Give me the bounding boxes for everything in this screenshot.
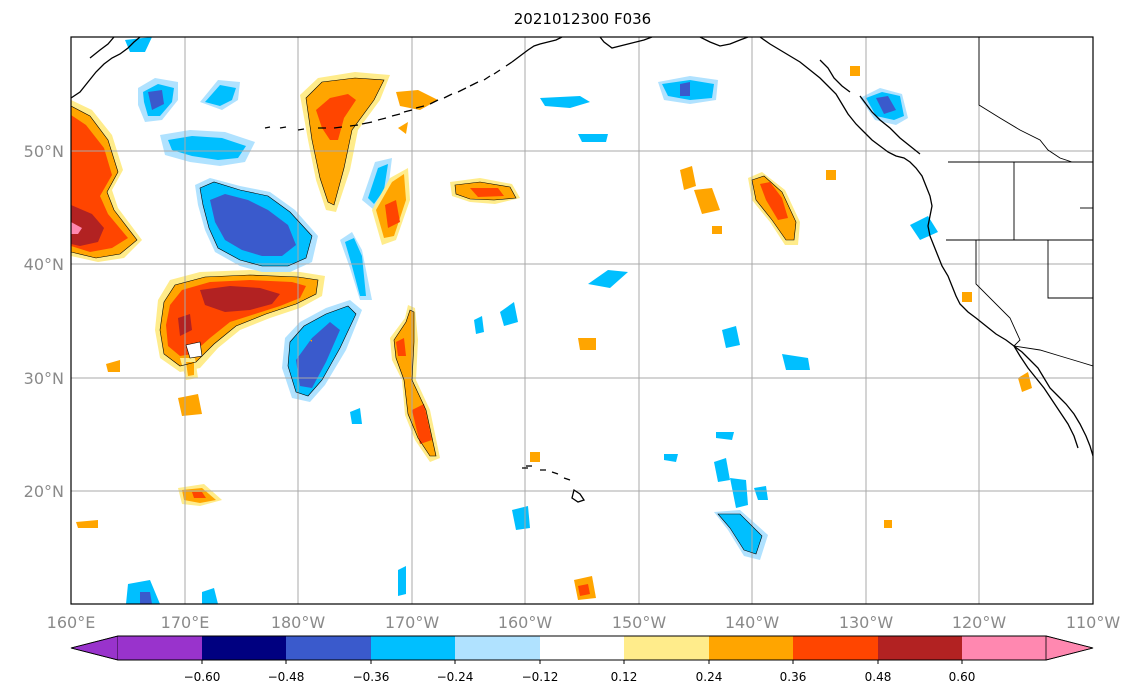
map-title: 2021012300 F036 [513, 10, 652, 28]
colorbar-label-neg036: −0.36 [353, 670, 390, 684]
colorbar-bin-5 [455, 636, 540, 660]
colorbar-bin-10 [878, 636, 962, 660]
cold-anomaly-aleutian [125, 37, 255, 166]
lat-label-40n: 40°N [24, 255, 64, 274]
lat-label-20n: 20°N [24, 482, 64, 501]
contour-lines [71, 77, 797, 555]
colorbar-bin-6 [540, 636, 624, 660]
colorbar-label-neg048: −0.48 [268, 670, 305, 684]
colorbar-outline [70, 635, 1094, 661]
colorbar-bin-3 [286, 636, 371, 660]
colorbar-label-pos036: 0.36 [780, 670, 807, 684]
colorbar-label-pos048: 0.48 [865, 670, 892, 684]
colorbar-extend-left [70, 635, 119, 661]
lon-label-150w: 150°W [612, 613, 667, 632]
lat-label-30n: 30°N [24, 369, 64, 388]
colorbar-bin-11 [962, 636, 1046, 660]
warm-anomaly-140w [310, 122, 800, 342]
lat-label-50n: 50°N [24, 142, 64, 161]
warm-anomaly-163w [450, 178, 520, 204]
longitude-labels: 160°E 170°E 180°W 170°W 160°W 150°W 140°… [47, 613, 1121, 632]
coastlines [71, 37, 1093, 503]
latitude-labels: 50°N 40°N 30°N 20°N [24, 142, 64, 501]
warm-anomaly-north-streak [300, 72, 438, 212]
colorbar-bin-9 [793, 636, 878, 660]
colorbar-label-neg024: −0.24 [437, 670, 474, 684]
political-borders [946, 37, 1093, 367]
colorbar-label-neg012: −0.12 [522, 670, 559, 684]
lon-label-180w: 180°W [271, 613, 326, 632]
map-frame [70, 36, 1094, 605]
colorbar-bin-2 [202, 636, 286, 660]
warm-anomaly-central-pacific [155, 270, 325, 380]
colorbar-label-pos012: 0.12 [611, 670, 638, 684]
shaded-fields [71, 37, 1032, 604]
colorbar-label-neg060: −0.60 [184, 670, 221, 684]
colorbar-bin-7 [624, 636, 709, 660]
lon-label-110w: 110°W [1066, 613, 1121, 632]
warm-anomaly-west [71, 100, 142, 262]
colorbar-bin-1 [118, 636, 202, 660]
colorbar-bin-8 [709, 636, 793, 660]
lon-label-120w: 120°W [952, 613, 1007, 632]
lon-label-160e: 160°E [47, 613, 96, 632]
colorbar-ticks [201, 660, 963, 664]
warm-spots-small [76, 66, 1032, 600]
cold-anomaly-170w-streak [282, 158, 392, 402]
cold-anomaly-central-pacific [195, 178, 318, 272]
lon-label-130w: 130°W [839, 613, 894, 632]
colorbar: −0.60 −0.48 −0.36 −0.24 −0.12 0.12 0.24 … [70, 635, 1094, 684]
colorbar-label-pos024: 0.24 [696, 670, 723, 684]
colorbar-extend-right [1045, 635, 1094, 661]
warm-anomaly-168w-streak [372, 168, 440, 462]
colorbar-label-pos060: 0.60 [949, 670, 976, 684]
colorbar-bin-4 [371, 636, 455, 660]
lon-label-170w: 170°W [385, 613, 440, 632]
lon-label-140w: 140°W [725, 613, 780, 632]
lon-label-160w: 160°W [498, 613, 553, 632]
gridlines [71, 37, 1093, 604]
lon-label-170e: 170°E [161, 613, 210, 632]
